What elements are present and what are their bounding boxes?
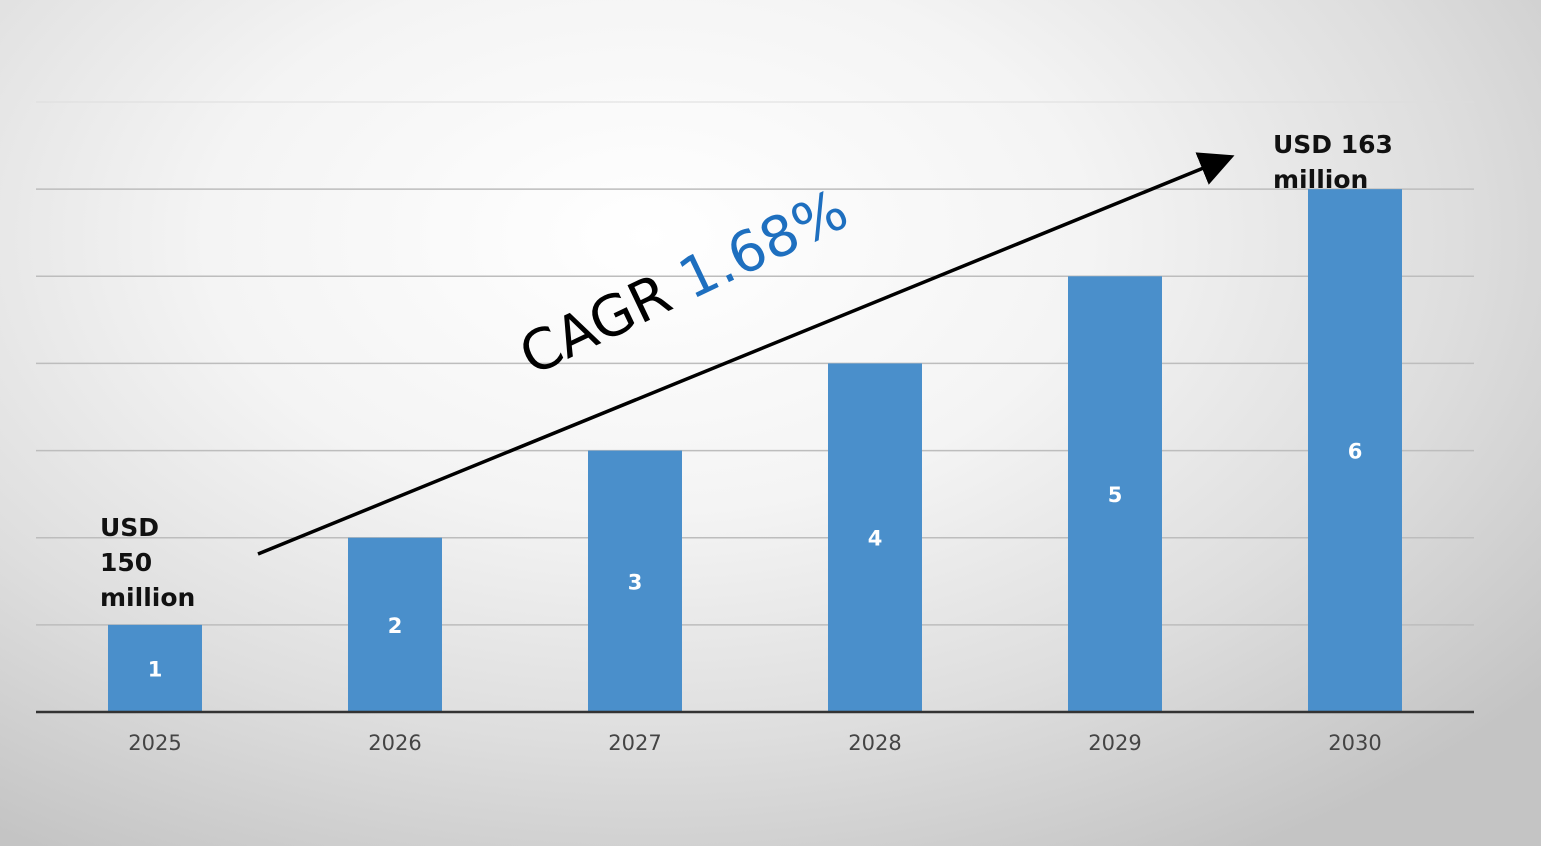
start-value-annotation: USD 150 million <box>100 510 195 615</box>
end-value-annotation: USD 163 million <box>1273 127 1393 197</box>
bar-data-label-2027: 3 <box>628 570 643 594</box>
x-tick-label-2027: 2027 <box>608 731 661 755</box>
start-annotation-line-3: million <box>100 583 196 612</box>
bar-2028 <box>828 363 922 712</box>
end-annotation-line-1: USD 163 <box>1273 130 1393 159</box>
bar-data-label-2029: 5 <box>1108 483 1123 507</box>
bar-data-label-2026: 2 <box>388 614 403 638</box>
bar-data-label-2025: 1 <box>148 657 163 681</box>
cagr-trend-arrow <box>257 152 1235 556</box>
bar-data-label-2030: 6 <box>1348 440 1363 464</box>
x-tick-labels: 2025 2026 2027 2028 2029 2030 <box>128 731 1381 755</box>
start-annotation-line-1: USD <box>100 513 160 542</box>
x-tick-label-2029: 2029 <box>1088 731 1141 755</box>
bars: 1 2 3 4 5 6 <box>108 189 1402 713</box>
x-tick-label-2026: 2026 <box>368 731 421 755</box>
x-tick-label-2028: 2028 <box>848 731 901 755</box>
start-annotation-line-2: 150 <box>100 548 153 577</box>
bar-2025 <box>108 624 202 712</box>
x-tick-label-2030: 2030 <box>1328 731 1381 755</box>
bar-2029 <box>1068 276 1162 712</box>
gridlines <box>36 101 1474 626</box>
x-tick-label-2025: 2025 <box>128 731 181 755</box>
bar-2027 <box>588 450 682 712</box>
bar-2030 <box>1308 189 1402 713</box>
bar-data-label-2028: 4 <box>868 527 883 551</box>
bar-2026 <box>348 537 442 712</box>
end-annotation-line-2: million <box>1273 165 1369 194</box>
